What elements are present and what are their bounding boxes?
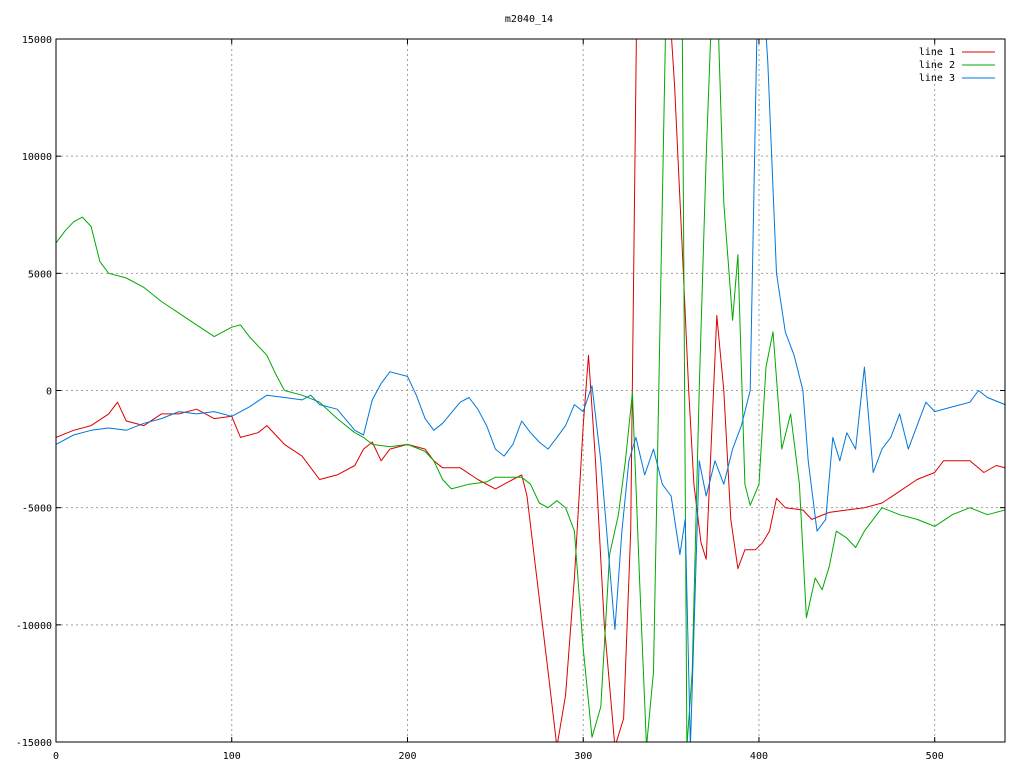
y-tick-label: 5000 [28,269,52,280]
series-line-3 [56,39,1005,742]
y-tick-label: -10000 [16,621,52,632]
x-tick-label: 300 [574,751,592,762]
legend-label-2: line 2 [919,60,955,71]
x-tick-label: 100 [223,751,241,762]
y-tick-label: 0 [46,387,52,398]
legend: line 1 line 2 line 3 [919,47,995,84]
legend-label-1: line 1 [919,47,955,58]
series-layer [56,39,1005,742]
x-tick-label: 200 [398,751,416,762]
y-tick-label: -15000 [16,738,52,749]
x-tick-label: 400 [750,751,768,762]
y-tick-label: 10000 [22,152,52,163]
y-tick-label: -5000 [22,504,52,515]
chart-title: m2040_14 [505,14,553,25]
series-line-1 [56,39,1005,742]
gridlines [55,38,1005,743]
x-tick-label: 500 [926,751,944,762]
y-tick-label: 15000 [22,35,52,46]
x-tick-label: 0 [53,751,59,762]
series-line-2 [56,39,1005,742]
legend-label-3: line 3 [919,73,955,84]
tick-labels: -15000 -10000 -5000 0 5000 10000 15000 0 100 200 3… [16,35,944,762]
plot-frame [55,38,1006,743]
